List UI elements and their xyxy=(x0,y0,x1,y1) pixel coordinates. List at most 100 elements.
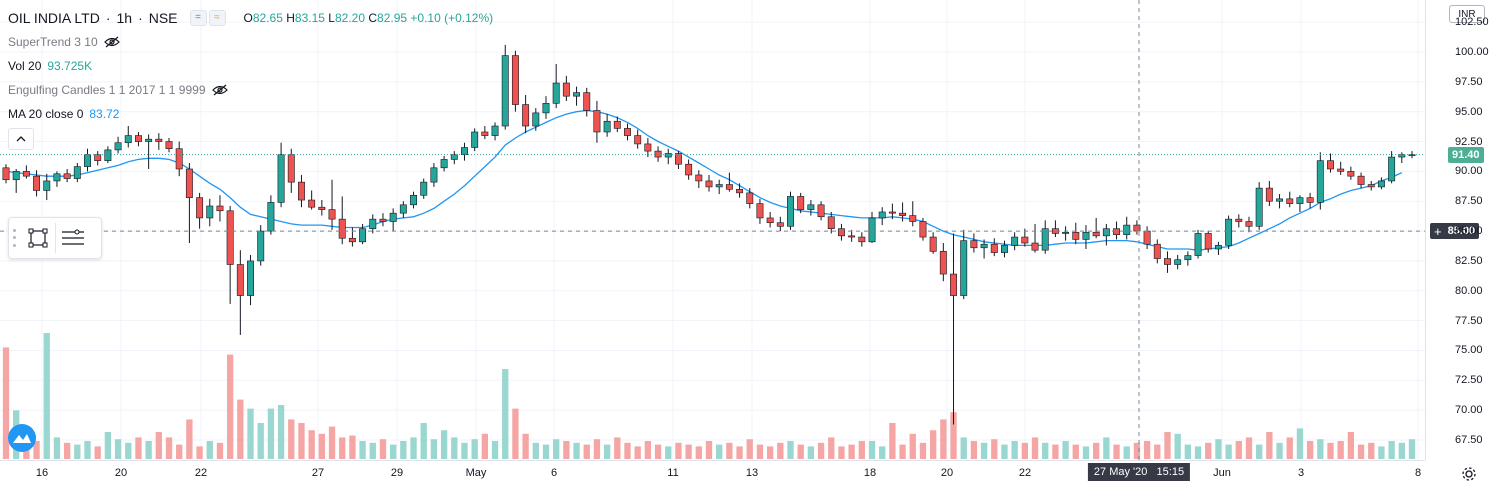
candle-body xyxy=(929,236,937,252)
candle xyxy=(909,201,917,227)
volume-bar xyxy=(634,446,641,459)
candle xyxy=(960,229,968,300)
volume-bar xyxy=(644,441,652,459)
volume-bar xyxy=(318,433,325,459)
volume-bar xyxy=(349,435,356,459)
volume-bar xyxy=(746,439,753,459)
candle xyxy=(399,201,407,218)
volume-bar xyxy=(267,408,275,459)
indicator-engulfing[interactable]: Engulfing Candles 1 1 2017 1 1 9999 xyxy=(8,78,493,102)
candle-body xyxy=(298,181,305,201)
candle xyxy=(471,128,479,152)
candle xyxy=(1021,228,1029,247)
interval-label[interactable]: 1h xyxy=(116,10,133,26)
volume-bar xyxy=(1072,444,1079,459)
candle-body xyxy=(1255,187,1263,227)
indicator-ma[interactable]: MA 20 close 0 83.72 xyxy=(8,107,120,121)
candle xyxy=(12,168,20,193)
time-tick-label: 27 xyxy=(311,467,325,479)
volume-bar xyxy=(471,439,478,459)
equals-icon[interactable]: = xyxy=(189,10,207,26)
volume-bar xyxy=(400,441,407,459)
candle xyxy=(114,136,122,154)
candle-body xyxy=(1265,187,1273,202)
candle xyxy=(654,146,662,162)
time-axis[interactable] xyxy=(0,460,1425,488)
candle xyxy=(1296,195,1304,212)
candle-body xyxy=(1092,231,1100,237)
volume-bar xyxy=(1113,444,1120,459)
candle-body xyxy=(960,240,968,296)
candle-body xyxy=(450,154,458,160)
candle xyxy=(562,75,570,101)
candle xyxy=(226,206,234,304)
candle-body xyxy=(1143,230,1151,245)
candle-body xyxy=(807,204,815,210)
currency-badge[interactable]: INR xyxy=(1449,5,1485,23)
tradingview-logo-icon[interactable] xyxy=(8,424,36,452)
candle-body xyxy=(257,230,265,262)
candle-body xyxy=(104,149,112,161)
approx-icon[interactable]: ≈ xyxy=(208,10,226,26)
volume-bar xyxy=(777,442,784,459)
volume-bar xyxy=(1031,437,1039,459)
eye-crossed-icon[interactable] xyxy=(103,36,120,48)
candle xyxy=(573,86,581,106)
candle xyxy=(420,178,428,199)
volume-bar xyxy=(196,446,203,459)
candle-body xyxy=(1113,228,1120,235)
volume-bar xyxy=(114,439,122,459)
volume-bar xyxy=(84,441,91,459)
candle xyxy=(532,108,540,131)
floating-drawing-toolbar[interactable] xyxy=(8,217,102,259)
candle xyxy=(277,142,285,208)
candle-body xyxy=(542,103,550,114)
candle xyxy=(491,122,499,141)
price-tick-label: 100.00 xyxy=(1455,46,1489,58)
rectangle-tool-icon[interactable] xyxy=(21,221,55,255)
candle-body xyxy=(899,212,907,216)
volume-bar xyxy=(1378,446,1385,459)
time-tick-label: 8 xyxy=(1414,467,1422,479)
candle-body xyxy=(817,204,825,218)
volume-bar xyxy=(2,347,10,459)
candle xyxy=(134,131,142,147)
candle-body xyxy=(603,120,611,133)
time-tick-label: 22 xyxy=(1018,467,1032,479)
candle-body xyxy=(674,153,682,165)
candle xyxy=(1184,251,1192,266)
candle xyxy=(359,223,367,245)
chart-canvas[interactable] xyxy=(0,0,1425,460)
eye-crossed-icon[interactable] xyxy=(211,84,228,96)
indicator-supertrend[interactable]: SuperTrend 3 10 xyxy=(8,30,493,54)
lines-settings-icon[interactable] xyxy=(56,221,90,255)
candle-body xyxy=(695,174,703,182)
candle-body xyxy=(1153,243,1161,259)
volume-bar xyxy=(63,442,71,459)
price-axis[interactable] xyxy=(1425,0,1494,460)
candle-body xyxy=(1357,175,1365,185)
candle xyxy=(542,96,550,119)
candle xyxy=(1214,241,1222,255)
separator: · xyxy=(138,10,143,26)
volume-bar xyxy=(705,441,713,459)
candle xyxy=(1153,239,1161,264)
candle-body xyxy=(1408,154,1416,156)
candle-body xyxy=(634,135,642,145)
indicator-volume[interactable]: Vol 20 93.725K xyxy=(8,59,93,73)
candle xyxy=(746,188,754,209)
chevron-up-icon[interactable] xyxy=(8,128,34,150)
candle xyxy=(124,126,132,148)
volume-bar xyxy=(1276,442,1283,459)
candle xyxy=(257,225,265,266)
candle xyxy=(1388,151,1396,184)
volume-bar xyxy=(1154,444,1161,459)
candle-body xyxy=(73,166,81,179)
gear-icon[interactable] xyxy=(1460,465,1478,483)
volume-bar xyxy=(950,412,957,459)
candle xyxy=(939,243,947,282)
volume-bar xyxy=(919,442,927,459)
drag-handle[interactable] xyxy=(13,227,21,249)
volume-bar xyxy=(960,437,967,459)
symbol-name[interactable]: OIL INDIA LTD xyxy=(8,10,100,26)
